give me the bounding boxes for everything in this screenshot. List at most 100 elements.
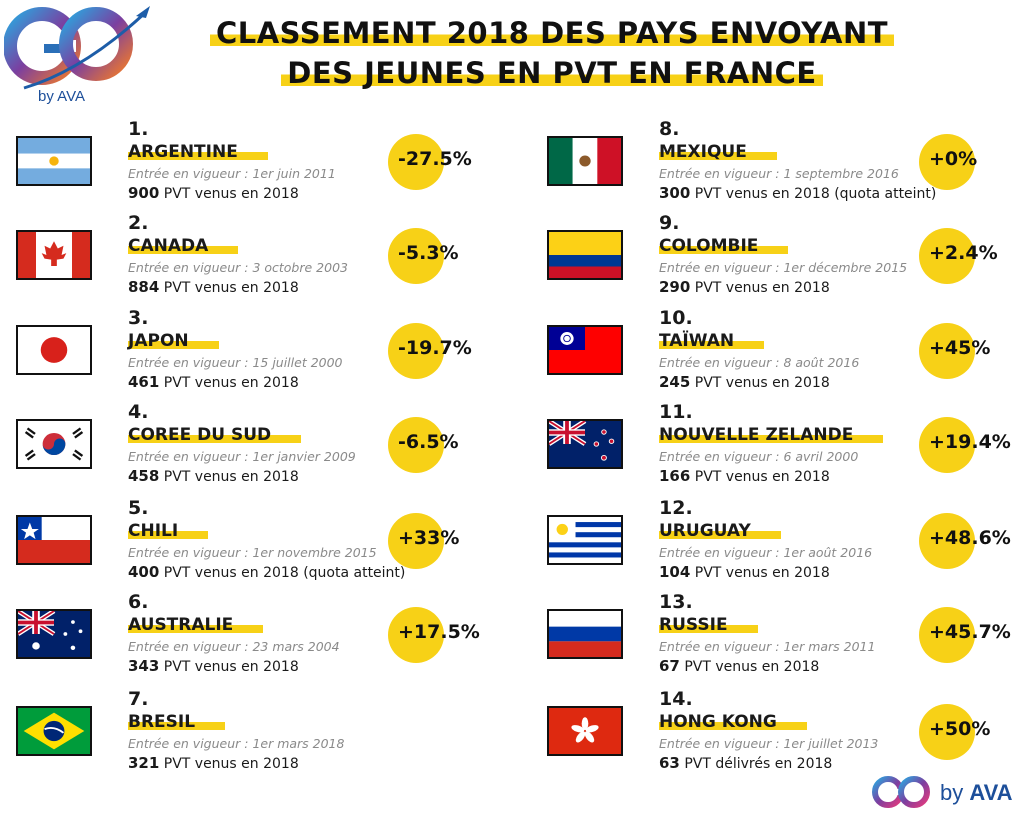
- rank-number: 9.: [659, 212, 680, 234]
- country-name: CANADA: [128, 236, 239, 256]
- change-badge: -6.5%: [388, 417, 459, 473]
- logo-tagline: by AVA: [38, 88, 85, 105]
- pvt-count: 458 PVT venus en 2018: [128, 467, 299, 485]
- footer-logo-text: by AVA: [940, 780, 1013, 805]
- change-badge: +48.6%: [919, 513, 1011, 569]
- change-badge: +50%: [919, 704, 990, 760]
- chile-flag: [16, 515, 92, 565]
- ranking-entry: 8. MEXIQUE Entrée en vigueur : 1 septemb…: [547, 118, 1024, 212]
- brazil-flag: [16, 706, 92, 756]
- country-name: COLOMBIE: [659, 236, 789, 256]
- entry-date: Entrée en vigueur : 1er mars 2011: [659, 639, 876, 654]
- uruguay-flag: [547, 515, 623, 565]
- change-badge: +45.7%: [919, 607, 1011, 663]
- change-badge: -27.5%: [388, 134, 472, 190]
- entry-date: Entrée en vigueur : 3 octobre 2003: [128, 260, 348, 275]
- rank-number: 10.: [659, 307, 693, 329]
- pvt-count: 67 PVT venus en 2018: [659, 657, 820, 675]
- page-title-line-1: CLASSEMENT 2018 DES PAYS ENVOYANT: [40, 16, 1024, 50]
- entry-date: Entrée en vigueur : 1er août 2016: [659, 545, 873, 560]
- pvt-count: 245 PVT venus en 2018: [659, 373, 830, 391]
- country-name: TAÏWAN: [659, 331, 765, 351]
- ranking-entry: 7. BRESIL Entrée en vigueur : 1er mars 2…: [16, 688, 516, 782]
- new-zealand-flag: [547, 419, 623, 469]
- entry-date: Entrée en vigueur : 1er mars 2018: [128, 736, 345, 751]
- entry-date: Entrée en vigueur : 1er janvier 2009: [128, 449, 356, 464]
- go-logo-icon: [872, 776, 930, 808]
- russia-flag: [547, 609, 623, 659]
- change-badge: -19.7%: [388, 323, 472, 379]
- pvt-count: 400 PVT venus en 2018 (quota atteint): [128, 563, 406, 581]
- entry-date: Entrée en vigueur : 1 septembre 2016: [659, 166, 899, 181]
- rank-number: 11.: [659, 401, 693, 423]
- argentina-flag: [16, 136, 92, 186]
- change-badge: -5.3%: [388, 228, 459, 284]
- ranking-entry: 6. AUSTRALIE Entrée en vigueur : 23 mars…: [16, 591, 516, 685]
- entry-date: Entrée en vigueur : 1er juin 2011: [128, 166, 336, 181]
- hong-kong-flag: [547, 706, 623, 756]
- change-badge: +19.4%: [919, 417, 1011, 473]
- pvt-count: 63 PVT délivrés en 2018: [659, 754, 833, 772]
- taiwan-flag: [547, 325, 623, 375]
- country-name: RUSSIE: [659, 615, 758, 635]
- change-badge: +17.5%: [388, 607, 480, 663]
- page-title-line-2: DES JEUNES EN PVT EN FRANCE: [40, 56, 1024, 90]
- ranking-entry: 4. COREE DU SUD Entrée en vigueur : 1er …: [16, 401, 516, 495]
- entry-date: Entrée en vigueur : 1er juillet 2013: [659, 736, 879, 751]
- pvt-count: 104 PVT venus en 2018: [659, 563, 830, 581]
- rank-number: 13.: [659, 591, 693, 613]
- ranking-entry: 11. NOUVELLE ZELANDE Entrée en vigueur :…: [547, 401, 1024, 495]
- ranking-entry: 1. ARGENTINE Entrée en vigueur : 1er jui…: [16, 118, 516, 212]
- country-name: BRESIL: [128, 712, 226, 732]
- country-name: JAPON: [128, 331, 219, 351]
- australia-flag: [16, 609, 92, 659]
- rank-number: 5.: [128, 497, 149, 519]
- country-name: COREE DU SUD: [128, 425, 302, 445]
- footer-go-by-ava-logo: by AVA: [870, 772, 1020, 812]
- change-badge: +0%: [919, 134, 977, 190]
- ranking-entry: 12. URUGUAY Entrée en vigueur : 1er août…: [547, 497, 1024, 591]
- entry-date: Entrée en vigueur : 15 juillet 2000: [128, 355, 343, 370]
- entry-date: Entrée en vigueur : 1er décembre 2015: [659, 260, 908, 275]
- ranking-entry: 9. COLOMBIE Entrée en vigueur : 1er déce…: [547, 212, 1024, 306]
- ranking-entry: 14. HONG KONG Entrée en vigueur : 1er ju…: [547, 688, 1024, 782]
- country-name: NOUVELLE ZELANDE: [659, 425, 884, 445]
- country-name: ARGENTINE: [128, 142, 268, 162]
- canada-flag: [16, 230, 92, 280]
- pvt-count: 166 PVT venus en 2018: [659, 467, 830, 485]
- entry-date: Entrée en vigueur : 1er novembre 2015: [128, 545, 377, 560]
- entry-date: Entrée en vigueur : 6 avril 2000: [659, 449, 859, 464]
- ranking-entry: 10. TAÏWAN Entrée en vigueur : 8 août 20…: [547, 307, 1024, 401]
- change-badge: +2.4%: [919, 228, 998, 284]
- japan-flag: [16, 325, 92, 375]
- country-name: AUSTRALIE: [128, 615, 264, 635]
- rank-number: 6.: [128, 591, 149, 613]
- pvt-count: 884 PVT venus en 2018: [128, 278, 299, 296]
- pvt-count: 321 PVT venus en 2018: [128, 754, 299, 772]
- entry-date: Entrée en vigueur : 8 août 2016: [659, 355, 860, 370]
- rank-number: 7.: [128, 688, 149, 710]
- entry-date: Entrée en vigueur : 23 mars 2004: [128, 639, 340, 654]
- colombia-flag: [547, 230, 623, 280]
- rank-number: 3.: [128, 307, 149, 329]
- change-badge: +33%: [388, 513, 459, 569]
- country-name: HONG KONG: [659, 712, 807, 732]
- rank-number: 2.: [128, 212, 149, 234]
- south-korea-flag: [16, 419, 92, 469]
- rank-number: 14.: [659, 688, 693, 710]
- go-by-ava-logo: by AVA: [3, 4, 154, 108]
- rank-number: 1.: [128, 118, 149, 140]
- rank-number: 8.: [659, 118, 680, 140]
- ranking-entry: 13. RUSSIE Entrée en vigueur : 1er mars …: [547, 591, 1024, 685]
- pvt-count: 900 PVT venus en 2018: [128, 184, 299, 202]
- country-name: MEXIQUE: [659, 142, 777, 162]
- ranking-entry: 2. CANADA Entrée en vigueur : 3 octobre …: [16, 212, 516, 306]
- rank-number: 12.: [659, 497, 693, 519]
- pvt-count: 300 PVT venus en 2018 (quota atteint): [659, 184, 937, 202]
- country-name: CHILI: [128, 521, 209, 541]
- country-name: URUGUAY: [659, 521, 781, 541]
- ranking-entry: 5. CHILI Entrée en vigueur : 1er novembr…: [16, 497, 516, 591]
- change-badge: +45%: [919, 323, 990, 379]
- pvt-count: 343 PVT venus en 2018: [128, 657, 299, 675]
- rank-number: 4.: [128, 401, 149, 423]
